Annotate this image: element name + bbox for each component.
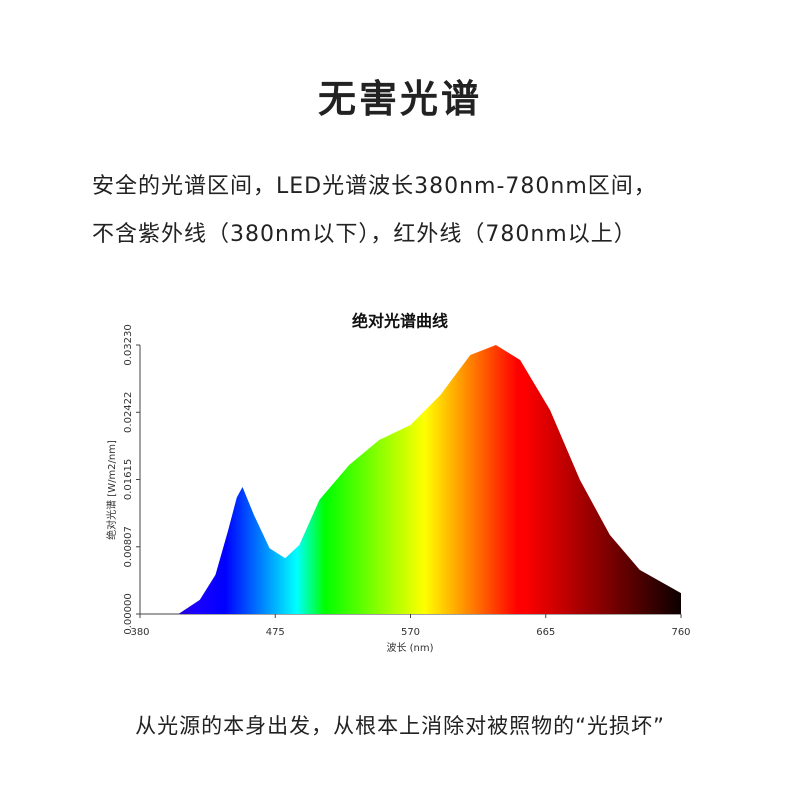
- paragraph-line: 安全的光谱区间，LED光谱波长380nm-780nm区间，: [92, 174, 657, 199]
- x-tick-label: 760: [671, 627, 690, 638]
- x-tick-label: 665: [536, 627, 555, 638]
- spectrum-area: [140, 345, 681, 614]
- x-tick-label: 380: [130, 627, 149, 638]
- page-title: 无害光谱: [317, 77, 482, 121]
- footer-text: 从光源的本身出发，从根本上消除对被照物的“光损坏”: [135, 714, 665, 738]
- y-tick-label: 0.00000: [123, 593, 134, 634]
- y-tick-label: 0.03230: [123, 324, 134, 365]
- x-tick-label: 475: [266, 627, 285, 638]
- x-axis-label: 波长 (nm): [386, 641, 433, 654]
- y-axis-label: 绝对光谱 [W/m2/nm]: [105, 440, 118, 540]
- x-tick-label: 570: [401, 627, 420, 638]
- chart-title: 绝对光谱曲线: [352, 312, 448, 331]
- y-tick-label: 0.02422: [123, 392, 134, 433]
- y-tick-label: 0.00807: [123, 526, 134, 567]
- y-tick-label: 0.01615: [123, 459, 134, 500]
- paragraph-line: 不含紫外线（380nm以下），红外线（780nm以上）: [92, 222, 637, 247]
